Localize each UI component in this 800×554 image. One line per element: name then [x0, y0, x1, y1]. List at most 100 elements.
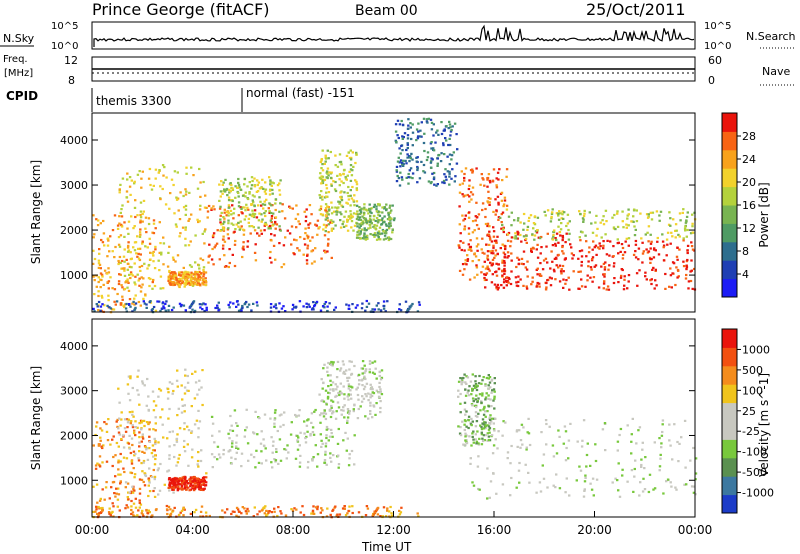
velocity-cell — [372, 392, 376, 395]
velocity-cell — [488, 496, 491, 499]
velocity-cell — [357, 373, 361, 376]
power-cell — [206, 210, 210, 213]
power-cell — [347, 304, 351, 307]
power-cell — [555, 264, 558, 267]
power-cell — [272, 244, 276, 247]
velocity-cell — [579, 469, 583, 472]
velocity-cell — [148, 511, 151, 514]
power-cell — [213, 208, 216, 211]
power-cell — [293, 253, 296, 256]
power-cell — [140, 276, 143, 279]
power-cell — [295, 305, 298, 308]
velocity-cell — [342, 372, 345, 375]
power-cell — [388, 204, 392, 207]
velocity-cell — [353, 463, 356, 466]
velocity-cell — [270, 511, 273, 514]
power-cell — [350, 156, 353, 159]
power-cell — [351, 151, 354, 154]
power-cell — [319, 160, 322, 164]
power-cell — [337, 206, 340, 209]
power-cell — [323, 302, 326, 306]
power-cell — [113, 256, 116, 259]
power-cell — [219, 221, 222, 224]
power-cell — [423, 132, 426, 135]
power-cell — [167, 251, 170, 254]
velocity-cell — [138, 499, 141, 502]
power-cell — [529, 214, 533, 217]
velocity-cell — [459, 380, 463, 383]
power-cell — [97, 309, 100, 312]
power-cell — [604, 261, 607, 264]
power-cell — [385, 224, 388, 227]
velocity-cell — [350, 449, 354, 453]
velocity-cell — [196, 393, 199, 396]
power-cell — [320, 175, 323, 178]
power-cell — [345, 201, 348, 204]
power-cell — [289, 206, 292, 209]
velocity-cell — [153, 475, 157, 478]
power-cell — [291, 303, 295, 306]
velocity-colorbar-swatch — [722, 494, 737, 514]
power-cell — [326, 170, 329, 173]
velocity-cell — [348, 453, 351, 456]
velocity-cell — [306, 466, 310, 469]
power-cell — [327, 213, 330, 216]
power-cell — [577, 257, 580, 260]
power-cell — [594, 244, 598, 247]
velocity-cell — [541, 464, 544, 467]
velocity-cell — [480, 401, 483, 404]
power-cell — [239, 188, 243, 191]
velocity-cell — [328, 435, 332, 438]
power-cell — [202, 180, 205, 184]
power-cell — [141, 170, 144, 173]
power-cell — [358, 209, 362, 212]
velocity-cell — [480, 428, 484, 431]
velocity-cell — [352, 408, 355, 411]
power-cell — [405, 162, 408, 165]
power-cell — [255, 301, 259, 304]
power-cell — [494, 254, 497, 257]
power-cell — [442, 179, 446, 182]
power-cell — [373, 235, 376, 238]
velocity-cell — [564, 430, 568, 433]
power-cell — [235, 305, 238, 308]
power-cell — [475, 266, 479, 269]
power-cell — [330, 171, 333, 174]
power-cell — [304, 227, 307, 230]
velocity-cell — [488, 376, 492, 379]
velocity-cell — [290, 421, 293, 424]
power-cell — [283, 217, 287, 220]
velocity-cell — [482, 434, 486, 437]
power-cell — [669, 267, 672, 270]
power-cell — [360, 221, 363, 225]
power-cell — [125, 190, 129, 193]
power-cell — [162, 174, 165, 177]
velocity-cell — [493, 395, 496, 398]
velocity-colorbar-frame — [721, 328, 738, 514]
velocity-cell — [467, 426, 470, 430]
power-cell — [666, 231, 670, 234]
power-cell — [377, 238, 381, 241]
power-cell — [257, 219, 261, 222]
velocity-cell — [462, 376, 465, 380]
power-cell — [232, 217, 235, 220]
power-cell — [355, 236, 359, 239]
power-cell — [203, 280, 206, 283]
velocity-cell — [480, 443, 484, 446]
power-cell — [190, 166, 193, 169]
power-cell — [471, 171, 474, 174]
power-cell — [173, 274, 177, 277]
velocity-cell — [314, 408, 317, 412]
power-cell — [509, 282, 513, 286]
power-cell — [141, 220, 144, 223]
velocity-cell — [487, 428, 491, 431]
power-cell — [449, 134, 452, 137]
power-cell — [191, 284, 195, 287]
power-cell — [269, 211, 273, 215]
velocity-cell — [171, 430, 174, 433]
power-cell — [260, 220, 263, 223]
power-cell — [317, 227, 320, 230]
power-cell — [385, 228, 389, 231]
power-cell — [324, 226, 328, 229]
power-cell — [181, 274, 185, 278]
